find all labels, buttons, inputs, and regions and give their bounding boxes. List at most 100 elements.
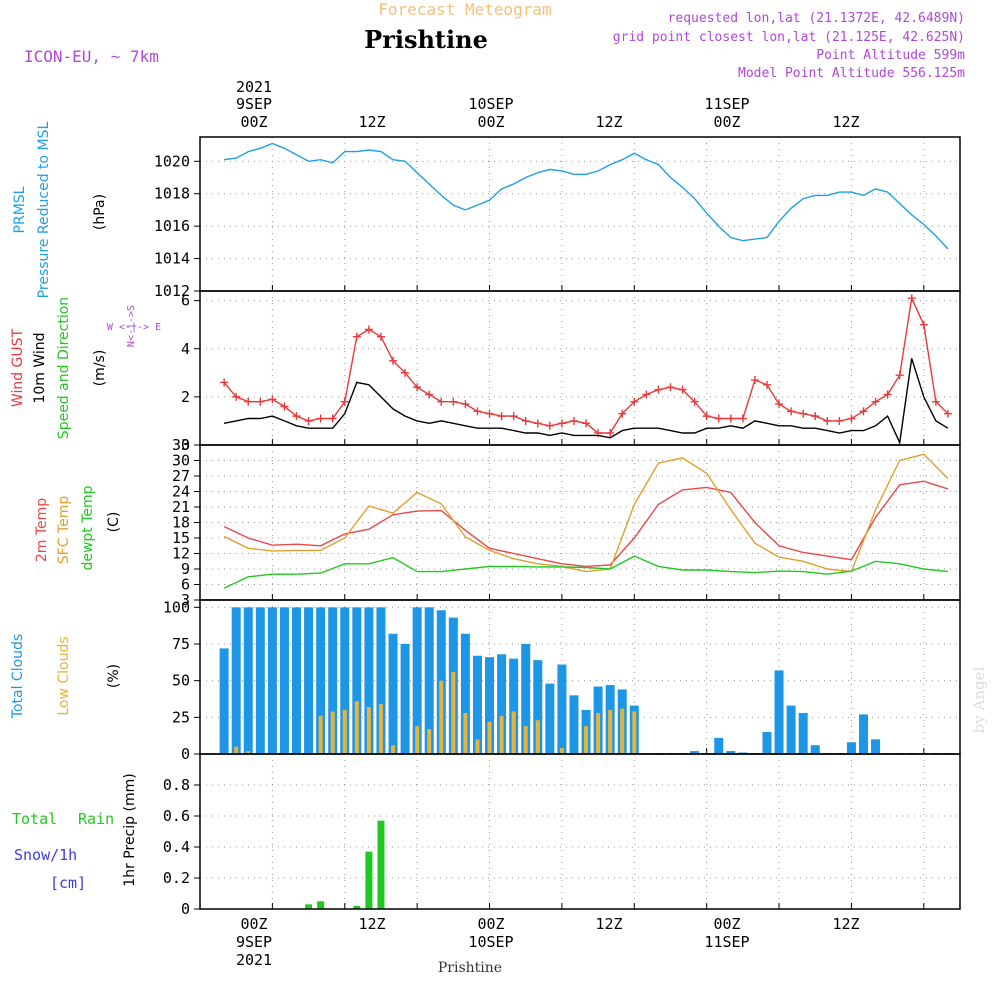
total-cloud-bar xyxy=(485,657,495,754)
total-cloud-bar xyxy=(255,607,265,754)
top-date-label-1: 9SEP xyxy=(236,95,272,113)
wind-gust-point xyxy=(835,416,844,425)
wind-gust-point xyxy=(437,397,446,406)
wind-gust-point xyxy=(521,416,530,425)
precip-label-rain: Rain xyxy=(78,810,114,828)
top-hour-label-3: 00Z xyxy=(477,113,504,131)
low-cloud-bar xyxy=(378,704,383,754)
wind-gust-point xyxy=(859,407,868,416)
compass-west-east: W <-|-> E xyxy=(107,322,161,333)
temperature-tick-label: 6 xyxy=(181,576,190,594)
temp-label-2m: 2m Temp xyxy=(34,498,50,562)
total-cloud-bar xyxy=(316,607,326,754)
wind-gust-point xyxy=(364,325,373,334)
temperature-tick-label: 21 xyxy=(172,498,190,516)
wind-gust-point xyxy=(750,376,759,385)
wind-gust-point xyxy=(931,397,940,406)
rain-bar xyxy=(377,820,385,909)
wind-gust-point xyxy=(316,414,325,423)
precip-frame xyxy=(199,753,961,910)
wind-gust-point xyxy=(666,383,675,392)
temp-unit: (C) xyxy=(106,512,122,533)
wind-gust-point xyxy=(642,390,651,399)
pressure-tick-label: 1020 xyxy=(154,152,190,170)
wind-gust-point xyxy=(401,368,410,377)
low-cloud-bar xyxy=(475,739,480,754)
clouds-tick-label: 75 xyxy=(172,635,190,653)
total-cloud-bar xyxy=(279,607,289,754)
total-cloud-bar xyxy=(292,607,302,754)
model-altitude: Model Point Altitude 556.125m xyxy=(738,66,965,81)
wind-gust-point xyxy=(943,409,952,418)
low-cloud-bar xyxy=(584,726,589,754)
bottom-hour-label-6: 12Z xyxy=(832,915,859,933)
compass-north-south: N<-|->S xyxy=(126,305,137,347)
low-cloud-bar xyxy=(620,708,625,754)
total-cloud-bar xyxy=(219,648,229,754)
low-cloud-bar xyxy=(354,701,359,754)
wind-tick-label: 2 xyxy=(181,388,190,406)
low-cloud-bar xyxy=(463,712,468,754)
model-label: ICON-EU, ~ 7km xyxy=(24,47,159,66)
clouds-tick-label: 50 xyxy=(172,672,190,690)
total-cloud-bar xyxy=(798,712,808,754)
precip-label-cm: [cm] xyxy=(50,874,86,892)
wind-gust-point xyxy=(569,416,578,425)
wind-gust-point xyxy=(557,419,566,428)
watermark: by Angel xyxy=(970,666,988,733)
temp-label-dewpt: dewpt Temp xyxy=(80,485,96,570)
precip-axis-title: 1hr Precip (mm) xyxy=(122,773,138,886)
total-cloud-bar xyxy=(328,607,338,754)
temperature-tick-label: 27 xyxy=(172,467,190,485)
total-cloud-bar xyxy=(472,655,482,754)
requested-coords: requested lon,lat (21.1372E, 42.6489N) xyxy=(668,11,965,26)
low-cloud-bar xyxy=(523,726,528,754)
top-hour-label-5: 00Z xyxy=(713,113,740,131)
total-cloud-bar xyxy=(400,644,410,754)
wind-gust-point xyxy=(292,412,301,421)
wind-gust-point xyxy=(726,414,735,423)
pressure-tick-label: 1018 xyxy=(154,185,190,203)
wind-gust-point xyxy=(244,397,253,406)
top-hour-label-6: 12Z xyxy=(832,113,859,131)
total-cloud-bar xyxy=(786,705,796,754)
temperature-tick-label: 18 xyxy=(172,514,190,532)
precip-tick-label: 0.6 xyxy=(163,807,190,825)
wind-gust-point xyxy=(799,409,808,418)
low-cloud-bar xyxy=(632,711,637,754)
total-cloud-bar xyxy=(388,633,398,754)
wind-gust-point xyxy=(811,412,820,421)
wind-tick-label: 6 xyxy=(181,292,190,310)
low-cloud-bar xyxy=(559,748,564,754)
precip-label-total: Total xyxy=(12,810,57,828)
temperature-tick-label: 33 xyxy=(172,436,190,454)
low-cloud-bar xyxy=(427,729,432,754)
wind-gust-point xyxy=(449,397,458,406)
wind-gust-point xyxy=(485,409,494,418)
low-cloud-bar xyxy=(318,715,323,754)
wind-gust-point xyxy=(376,332,385,341)
wind-gust-point xyxy=(545,421,554,430)
pressure-label-msl: Pressure Reduced to MSL xyxy=(36,121,52,298)
wind-gust-point xyxy=(654,385,663,394)
total-cloud-bar xyxy=(497,654,507,754)
bottom-hour-label-5: 00Z xyxy=(713,915,740,933)
total-cloud-bar xyxy=(557,664,567,754)
bottom-hour-label-1: 00Z xyxy=(240,915,267,933)
total-cloud-bar xyxy=(243,607,253,754)
total-cloud-bar xyxy=(569,695,579,754)
total-cloud-bar xyxy=(340,607,350,754)
total-cloud-bar xyxy=(352,607,362,754)
top-hour-label-4: 12Z xyxy=(595,113,622,131)
low-cloud-bar xyxy=(342,710,347,754)
wind-label-speed-dir: Speed and Direction xyxy=(56,297,72,439)
footer-location: Prishtine xyxy=(438,960,502,976)
rain-bar xyxy=(353,905,361,909)
top-date-label-2: 10SEP xyxy=(468,95,513,113)
wind-gust-point xyxy=(690,397,699,406)
wind-gust-point xyxy=(907,294,916,303)
wind-gust-point xyxy=(738,414,747,423)
wind-gust-point xyxy=(678,385,687,394)
wind-gust-point xyxy=(702,412,711,421)
